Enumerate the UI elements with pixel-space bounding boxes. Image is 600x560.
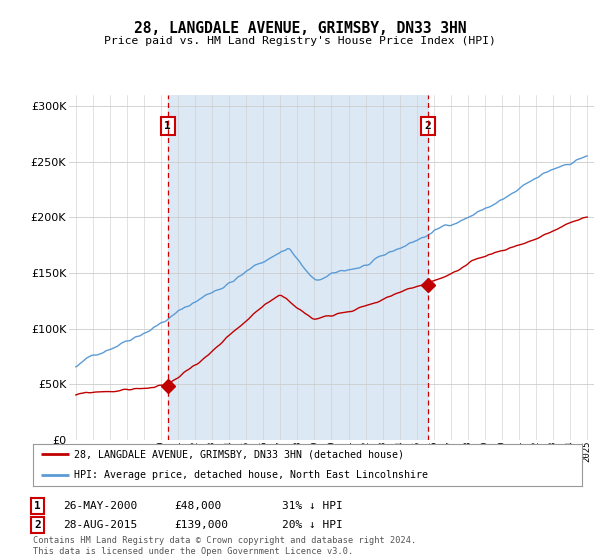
Text: 1: 1	[34, 501, 41, 511]
Text: £139,000: £139,000	[174, 520, 228, 530]
Text: 28, LANGDALE AVENUE, GRIMSBY, DN33 3HN (detached house): 28, LANGDALE AVENUE, GRIMSBY, DN33 3HN (…	[74, 449, 404, 459]
Text: 2: 2	[34, 520, 41, 530]
Text: 31% ↓ HPI: 31% ↓ HPI	[282, 501, 343, 511]
Text: Price paid vs. HM Land Registry's House Price Index (HPI): Price paid vs. HM Land Registry's House …	[104, 36, 496, 46]
Text: 2: 2	[424, 122, 431, 131]
Text: 1: 1	[164, 122, 171, 131]
Text: HPI: Average price, detached house, North East Lincolnshire: HPI: Average price, detached house, Nort…	[74, 470, 428, 480]
Text: 20% ↓ HPI: 20% ↓ HPI	[282, 520, 343, 530]
Text: £48,000: £48,000	[174, 501, 221, 511]
Text: Contains HM Land Registry data © Crown copyright and database right 2024.
This d: Contains HM Land Registry data © Crown c…	[33, 536, 416, 556]
Text: 28, LANGDALE AVENUE, GRIMSBY, DN33 3HN: 28, LANGDALE AVENUE, GRIMSBY, DN33 3HN	[134, 21, 466, 36]
Bar	[168, 95, 428, 440]
Text: 26-MAY-2000: 26-MAY-2000	[63, 501, 137, 511]
Text: 28-AUG-2015: 28-AUG-2015	[63, 520, 137, 530]
